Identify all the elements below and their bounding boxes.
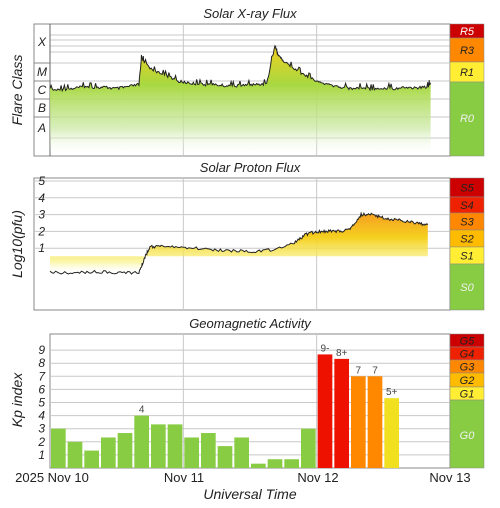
xray-scale-label: R0 (460, 113, 475, 125)
kp-title: Geomagnetic Activity (189, 316, 312, 331)
xray-title: Solar X-ray Flux (203, 6, 297, 21)
proton-title: Solar Proton Flux (200, 160, 301, 175)
xray-scale-block (449, 37, 485, 63)
kp-bar (267, 459, 283, 468)
proton-flux-line (49, 211, 429, 275)
proton-ytick: 1 (38, 241, 45, 255)
kp-bar-label: 9- (321, 343, 330, 354)
xray-ylabel: Flare Class (9, 55, 25, 126)
x-tick-label: Nov 12 (297, 470, 338, 485)
kp-bar (184, 437, 199, 468)
kp-plot-frame (49, 333, 451, 469)
proton-ytick: 4 (38, 191, 45, 205)
kp-bar (367, 376, 383, 468)
kp-ytick: 5 (38, 396, 45, 410)
kp-ytick: 3 (38, 422, 45, 436)
kp-scale-label: G5 (460, 336, 476, 348)
xray-class-label: A (37, 121, 46, 135)
kp-bar-label: 5+ (386, 387, 398, 398)
kp-bar (134, 415, 149, 468)
proton-ylabel: Log10(pfu) (9, 210, 25, 278)
kp-bar (234, 437, 249, 468)
kp-bar (284, 459, 299, 468)
kp-ytick: 4 (38, 409, 45, 423)
kp-ytick: 8 (38, 356, 45, 370)
xray-class-label: M (37, 65, 47, 79)
proton-scale-block (449, 263, 485, 311)
proton-radiation-scale: S5 S4 S3 S2 S1 S0 (449, 177, 485, 311)
x-tick-label: 2025 Nov 10 (15, 470, 89, 485)
kp-bar (301, 428, 316, 468)
xray-scale-label: R5 (460, 26, 475, 38)
kp-scale-label: G3 (460, 362, 476, 374)
kp-bar-label: 7 (372, 365, 378, 376)
xray-radio-scale: R5 R3 R1 R0 (449, 23, 485, 157)
x-tick-label: Nov 11 (164, 470, 204, 485)
xray-scale-block (449, 81, 485, 157)
kp-ytick: 6 (38, 382, 45, 396)
x-axis-ticks: 2025 Nov 10 Nov 11 Nov 12 Nov 13 (15, 470, 470, 485)
kp-scale-label: G0 (460, 430, 476, 442)
xray-scale-label: R3 (460, 45, 475, 57)
xray-class-label: X (37, 35, 47, 49)
kp-bar (351, 376, 366, 468)
proton-scale-label: S2 (460, 234, 473, 246)
proton-scale-label: S1 (460, 251, 473, 263)
x-axis-label: Universal Time (203, 486, 296, 502)
kp-bar (384, 398, 399, 468)
xray-scale-label: R1 (460, 67, 474, 79)
kp-bar (84, 450, 99, 468)
kp-bar-label: 8+ (336, 348, 348, 359)
kp-ytick: 9 (38, 343, 45, 357)
proton-scale-label: S3 (460, 217, 474, 229)
kp-bar (217, 446, 233, 468)
kp-scale-label: G1 (460, 389, 475, 401)
kp-scale-block (449, 399, 485, 469)
kp-scale-label: G4 (460, 349, 475, 361)
kp-ylabel: Kp index (9, 372, 25, 427)
kp-bar (151, 424, 166, 468)
kp-ytick: 7 (38, 369, 46, 383)
kp-bar (51, 428, 66, 468)
xray-flux-line (49, 44, 431, 93)
proton-scale-label: S0 (460, 282, 474, 294)
kp-scale-label: G2 (460, 375, 475, 387)
x-tick-label: Nov 13 (429, 470, 470, 485)
proton-scale-label: S5 (460, 183, 474, 195)
kp-bar (334, 358, 349, 468)
proton-ytick: 5 (38, 174, 45, 188)
kp-bar (167, 424, 183, 468)
kp-bar (101, 437, 116, 468)
kp-bar (67, 441, 83, 468)
xray-class-label: B (38, 101, 46, 115)
proton-scale-label: S4 (460, 200, 473, 212)
xray-class-label: C (38, 83, 47, 97)
kp-ytick: 2 (37, 435, 45, 449)
kp-bar (251, 463, 266, 468)
xray-flux-fill (50, 45, 431, 156)
proton-flux-fill (50, 213, 428, 274)
proton-ytick: 2 (37, 224, 45, 238)
kp-ytick: 1 (38, 448, 45, 462)
kp-bar-label: 7 (356, 365, 362, 376)
kp-bar-label: 4 (139, 405, 145, 416)
proton-ytick: 3 (38, 208, 45, 222)
kp-bars: 4 9- 8+ 7 7 5+ (51, 343, 399, 468)
kp-bar (117, 433, 133, 468)
kp-bar (201, 433, 216, 468)
kp-bar (317, 354, 333, 468)
